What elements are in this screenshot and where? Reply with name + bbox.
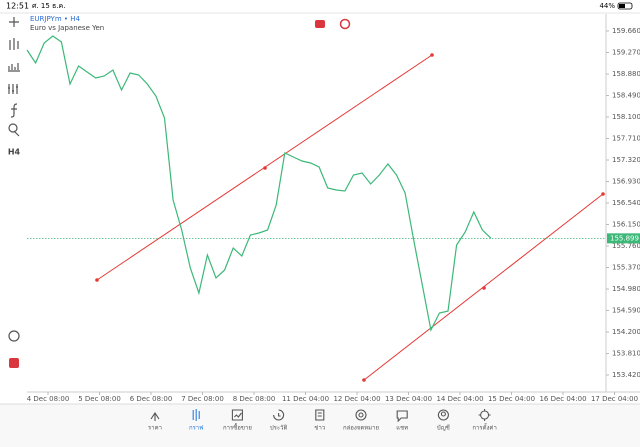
y-tick-label: 156.150 [612, 221, 640, 229]
trend-point[interactable] [362, 378, 366, 382]
tab-label[interactable]: แชท [396, 425, 408, 432]
x-tick-label: 14 Dec 04:00 [436, 395, 483, 403]
current-price-box [607, 233, 640, 244]
zoom-tool[interactable] [8, 330, 20, 342]
timeframe-button[interactable]: H4 [8, 148, 21, 157]
crosshair-tool[interactable] [9, 17, 19, 27]
y-tick-label: 155.760 [612, 242, 640, 250]
tab-icon [273, 409, 285, 421]
function-tool[interactable] [10, 103, 18, 118]
y-tick-label: 154.200 [612, 328, 640, 336]
battery-level [619, 4, 625, 8]
x-tick-label: 8 Dec 08:00 [233, 395, 276, 403]
y-tick-label: 157.710 [612, 134, 640, 142]
y-tick-label: 156.930 [612, 177, 640, 185]
y-tick-label: 153.420 [612, 371, 640, 379]
y-tick-label: 156.540 [612, 199, 640, 207]
symbol[interactable]: EURJPYm • H4 [30, 15, 80, 23]
y-tick-label: 154.590 [612, 307, 640, 315]
tab-icon [150, 412, 160, 421]
x-tick-label: 7 Dec 08:00 [181, 395, 224, 403]
x-tick-label: 11 Dec 04:00 [282, 395, 329, 403]
trend-point[interactable] [482, 286, 486, 290]
tab-icon [396, 410, 408, 423]
trade-button[interactable] [315, 20, 325, 28]
x-tick-label: 15 Dec 04:00 [488, 395, 535, 403]
trend-point[interactable] [263, 166, 267, 170]
y-tick-label: 158.880 [612, 70, 640, 78]
y-tick-label: 154.980 [612, 285, 640, 293]
object-tool[interactable] [8, 123, 20, 137]
tab-label[interactable]: กราฟ [189, 425, 203, 432]
tab-label[interactable]: ราคา [148, 425, 162, 432]
y-tick-label: 159.270 [612, 48, 640, 56]
tab-icon [478, 409, 491, 421]
tab-label[interactable]: การตั้งค่า [472, 422, 496, 432]
x-tick-label: 5 Dec 08:00 [78, 395, 121, 403]
y-tick-label: 157.320 [612, 156, 640, 164]
status-time: 12:51 [6, 2, 29, 11]
battery-icon [617, 2, 633, 10]
y-tick-label: 158.100 [612, 113, 640, 121]
x-tick-label: 6 Dec 08:00 [130, 395, 173, 403]
trend-point[interactable] [430, 53, 434, 57]
y-tick-label: 159.660 [612, 27, 640, 35]
indicator-button[interactable] [339, 18, 351, 30]
left-toolbar: H4 [8, 17, 21, 368]
tab-icon [355, 409, 367, 421]
tab-icon [231, 409, 243, 421]
tab-label[interactable]: บัญชี [437, 424, 450, 432]
y-tick-label: 153.810 [612, 350, 640, 358]
trend-lines [95, 53, 605, 382]
price-line [26, 35, 492, 332]
tab-label[interactable]: ข่าว [314, 425, 325, 432]
x-tick-label: 17 Dec 04:00 [591, 395, 638, 403]
y-tick-label: 158.490 [612, 91, 640, 99]
x-tick-label: 4 Dec 08:00 [27, 395, 70, 403]
status-date: ศ. 15 ธ.ค. [32, 2, 65, 10]
trend-point[interactable] [601, 192, 605, 196]
trend-point[interactable] [95, 278, 99, 282]
status-battery: 44% [599, 2, 615, 10]
indicator-tool[interactable] [8, 63, 20, 72]
tab-icon [192, 409, 200, 421]
settings-tool[interactable] [8, 84, 18, 94]
tab-label[interactable]: การซื้อขาย [223, 422, 252, 432]
tab-label[interactable]: ประวัติ [270, 425, 288, 432]
tab-icon [437, 409, 449, 421]
current-price-label: 155.899 [610, 234, 639, 242]
chart-type-tool[interactable] [9, 38, 19, 50]
x-tick-label: 12 Dec 04:00 [333, 395, 380, 403]
x-tick-label: 16 Dec 04:00 [539, 395, 586, 403]
tab-icon [315, 409, 325, 421]
tab-label[interactable]: กล่องจดหมาย [343, 425, 379, 432]
symbol-description: Euro vs Japanese Yen [30, 24, 104, 32]
x-tick-label: 13 Dec 04:00 [385, 395, 432, 403]
trade-tool[interactable] [9, 358, 19, 368]
tab-bar [0, 404, 640, 447]
y-tick-label: 155.370 [612, 264, 640, 272]
